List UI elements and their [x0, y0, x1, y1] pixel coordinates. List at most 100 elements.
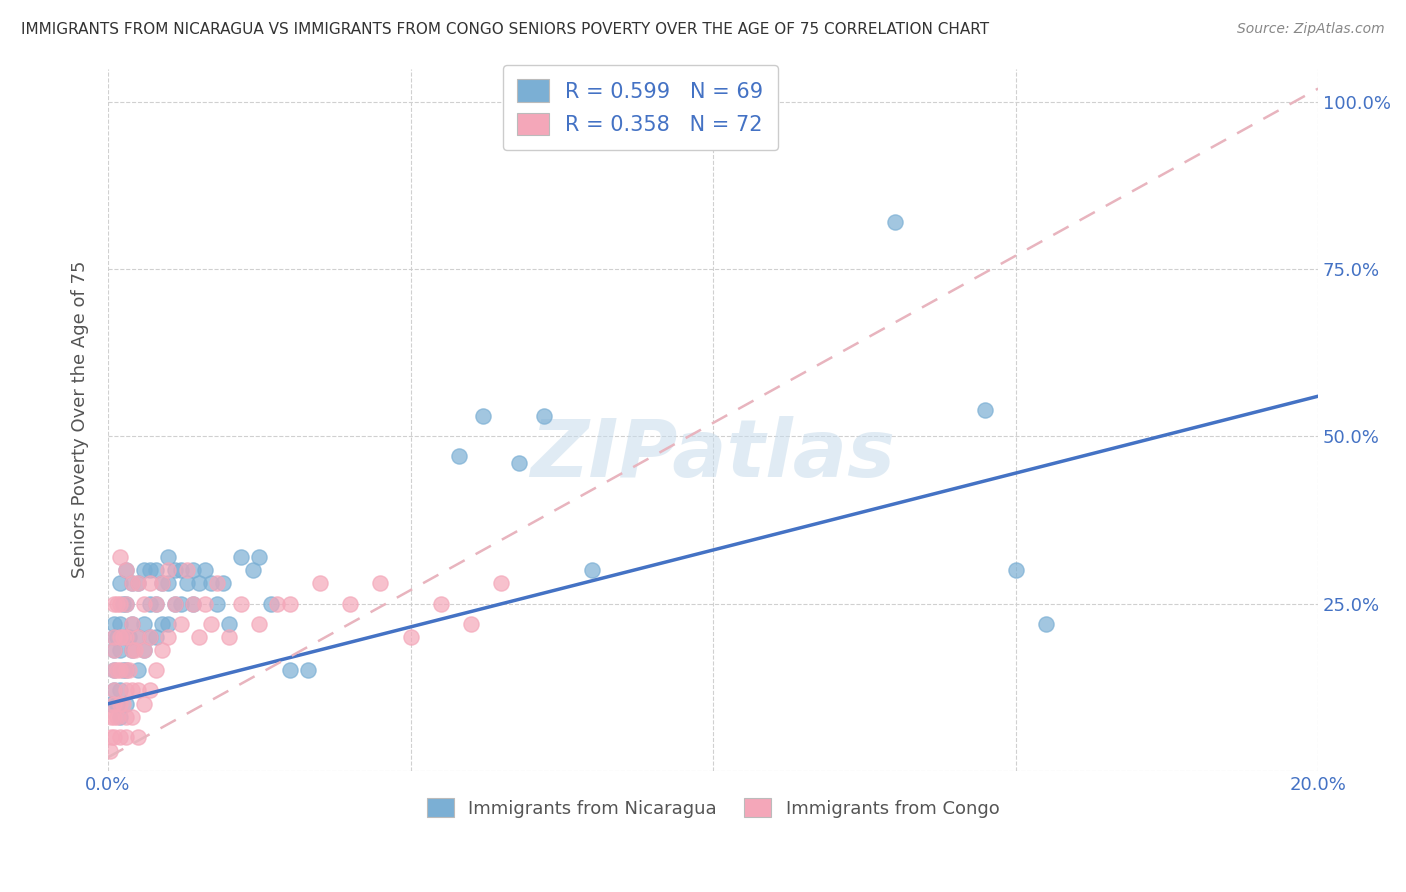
Point [308, 576, 330, 591]
Point [103, 710, 125, 724]
Point [103, 630, 125, 644]
Point [134, 597, 156, 611]
Point [176, 563, 198, 577]
Point [339, 597, 361, 611]
Point [145, 630, 167, 644]
Point [112, 630, 135, 644]
Point [145, 664, 167, 678]
Point [121, 616, 143, 631]
Point [112, 664, 135, 678]
Point [278, 597, 301, 611]
Point [278, 664, 301, 678]
Point [115, 697, 138, 711]
Point [472, 409, 495, 424]
Point [242, 563, 264, 577]
Point [163, 563, 186, 577]
Point [139, 597, 162, 611]
Point [112, 697, 135, 711]
Point [187, 576, 209, 591]
Point [108, 664, 131, 678]
Point [145, 597, 167, 611]
Point [212, 576, 235, 591]
Point [105, 630, 128, 644]
Point [194, 597, 217, 611]
Point [115, 731, 138, 745]
Point [260, 597, 283, 611]
Point [200, 616, 222, 631]
Point [115, 597, 138, 611]
Point [127, 664, 149, 678]
Point [127, 731, 149, 745]
Point [157, 549, 180, 564]
Point [266, 597, 288, 611]
Point [100, 697, 122, 711]
Point [115, 563, 138, 577]
Point [115, 664, 138, 678]
Point [100, 731, 122, 745]
Point [581, 563, 603, 577]
Point [139, 563, 162, 577]
Point [229, 549, 252, 564]
Point [974, 402, 997, 417]
Point [115, 563, 138, 577]
Text: IMMIGRANTS FROM NICARAGUA VS IMMIGRANTS FROM CONGO SENIORS POVERTY OVER THE AGE : IMMIGRANTS FROM NICARAGUA VS IMMIGRANTS … [21, 22, 990, 37]
Point [533, 409, 555, 424]
Point [297, 664, 319, 678]
Point [127, 683, 149, 698]
Legend: Immigrants from Nicaragua, Immigrants from Congo: Immigrants from Nicaragua, Immigrants fr… [419, 791, 1007, 825]
Text: Source: ZipAtlas.com: Source: ZipAtlas.com [1237, 22, 1385, 37]
Point [105, 597, 128, 611]
Point [103, 597, 125, 611]
Point [139, 683, 162, 698]
Point [103, 697, 125, 711]
Point [121, 576, 143, 591]
Point [118, 664, 141, 678]
Point [218, 630, 240, 644]
Point [139, 630, 162, 644]
Point [103, 683, 125, 698]
Point [108, 731, 131, 745]
Point [108, 616, 131, 631]
Point [115, 683, 138, 698]
Point [152, 576, 174, 591]
Point [115, 630, 138, 644]
Point [368, 576, 391, 591]
Point [108, 597, 131, 611]
Point [460, 616, 482, 631]
Point [152, 616, 174, 631]
Point [115, 597, 138, 611]
Point [163, 597, 186, 611]
Point [447, 450, 470, 464]
Point [139, 630, 162, 644]
Point [108, 710, 131, 724]
Point [108, 549, 131, 564]
Point [98, 744, 121, 758]
Point [247, 549, 270, 564]
Point [108, 576, 131, 591]
Point [103, 683, 125, 698]
Point [429, 597, 451, 611]
Point [127, 576, 149, 591]
Point [218, 616, 240, 631]
Point [103, 643, 125, 657]
Point [108, 697, 131, 711]
Point [163, 597, 186, 611]
Point [124, 643, 146, 657]
Point [103, 616, 125, 631]
Point [115, 630, 138, 644]
Point [108, 643, 131, 657]
Y-axis label: Seniors Poverty Over the Age of 75: Seniors Poverty Over the Age of 75 [72, 260, 89, 578]
Point [105, 710, 128, 724]
Point [181, 563, 204, 577]
Point [134, 643, 156, 657]
Point [176, 576, 198, 591]
Point [134, 563, 156, 577]
Point [181, 597, 204, 611]
Point [139, 576, 162, 591]
Point [157, 576, 180, 591]
Point [169, 616, 191, 631]
Point [157, 563, 180, 577]
Point [121, 576, 143, 591]
Point [134, 697, 156, 711]
Point [105, 697, 128, 711]
